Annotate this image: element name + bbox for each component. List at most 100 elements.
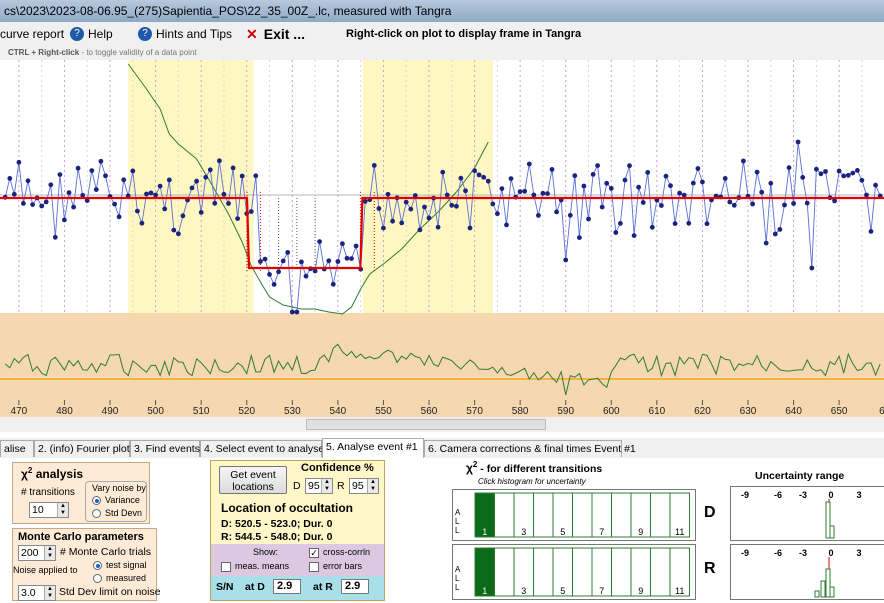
data-point[interactable] — [841, 173, 847, 179]
data-point[interactable] — [57, 172, 63, 177]
light-curve-plot[interactable]: 470 480 490 500 510 520 530 540 550 560 570 580 590 6… — [0, 60, 884, 417]
data-point[interactable] — [759, 189, 765, 195]
get-event-locations-button[interactable]: Get event locations — [219, 466, 287, 494]
data-point[interactable] — [239, 173, 245, 179]
histogram-r[interactable]: A L L 1 3 5 7 9 11 — [452, 544, 696, 600]
tab-fourier[interactable]: 2. (info) Fourier plot — [34, 440, 130, 457]
data-point[interactable] — [153, 192, 159, 198]
data-point[interactable] — [280, 258, 286, 264]
data-point[interactable] — [499, 186, 505, 191]
histogram-svg[interactable]: 1 3 5 7 9 11 — [453, 490, 695, 540]
data-point[interactable] — [7, 176, 13, 181]
data-point[interactable] — [303, 273, 309, 279]
data-point[interactable] — [864, 192, 869, 198]
data-point[interactable] — [71, 204, 76, 210]
data-point[interactable] — [285, 250, 291, 255]
data-point[interactable] — [148, 190, 154, 196]
data-point[interactable] — [777, 227, 783, 232]
data-point[interactable] — [672, 221, 678, 227]
data-point[interactable] — [522, 188, 528, 194]
data-point[interactable] — [162, 206, 168, 212]
data-point[interactable] — [549, 167, 555, 172]
tab-find-events[interactable]: 3. Find events — [130, 440, 200, 457]
data-point[interactable] — [495, 211, 500, 217]
data-point[interactable] — [25, 178, 31, 184]
data-point[interactable] — [567, 212, 573, 218]
data-point[interactable] — [103, 173, 108, 179]
data-point[interactable] — [636, 184, 641, 190]
std-devn-radio[interactable] — [92, 509, 101, 518]
data-point[interactable] — [855, 168, 860, 173]
data-point[interactable] — [695, 166, 701, 171]
curve-report-menu[interactable]: curve report — [0, 27, 64, 41]
data-point[interactable] — [540, 190, 546, 196]
data-point[interactable] — [62, 217, 67, 223]
data-point[interactable] — [768, 180, 774, 186]
data-point[interactable] — [563, 257, 569, 263]
data-point[interactable] — [604, 180, 610, 186]
data-point[interactable] — [754, 169, 760, 175]
hints-menu[interactable]: ? Hints and Tips — [138, 27, 232, 41]
measured-radio[interactable] — [93, 574, 102, 583]
data-point[interactable] — [595, 163, 600, 168]
data-point[interactable] — [66, 190, 72, 196]
data-point[interactable] — [531, 192, 537, 198]
tab-select-event[interactable]: 4. Select event to analyse — [200, 440, 324, 457]
data-point[interactable] — [89, 168, 95, 173]
histogram-svg[interactable]: 1 3 5 7 9 11 — [453, 545, 695, 599]
data-point[interactable] — [39, 203, 45, 209]
data-point[interactable] — [399, 220, 405, 226]
data-point[interactable] — [48, 182, 54, 188]
data-point[interactable] — [98, 158, 104, 164]
data-point[interactable] — [80, 192, 86, 198]
data-point[interactable] — [631, 233, 637, 239]
data-point[interactable] — [873, 182, 878, 188]
data-point[interactable] — [435, 224, 441, 230]
data-point[interactable] — [11, 191, 17, 197]
spin-arrows-icon[interactable]: ▲ ▼ — [321, 479, 332, 493]
data-point[interactable] — [490, 201, 496, 207]
data-point[interactable] — [472, 168, 477, 174]
data-point[interactable] — [859, 177, 865, 183]
data-point[interactable] — [590, 172, 596, 177]
data-point[interactable] — [627, 163, 632, 169]
data-point[interactable] — [868, 229, 874, 234]
data-point[interactable] — [504, 222, 509, 228]
data-point[interactable] — [700, 179, 705, 185]
data-point[interactable] — [221, 191, 227, 197]
data-point[interactable] — [554, 209, 559, 215]
data-point[interactable] — [217, 158, 222, 164]
data-point[interactable] — [536, 213, 541, 218]
data-point[interactable] — [449, 202, 455, 208]
spin-arrows-icon[interactable]: ▲ ▼ — [44, 546, 55, 560]
data-point[interactable] — [330, 281, 336, 287]
data-point[interactable] — [845, 172, 851, 178]
data-point[interactable] — [198, 210, 204, 215]
data-point[interactable] — [467, 225, 473, 231]
data-point[interactable] — [681, 192, 687, 198]
data-point[interactable] — [645, 170, 651, 175]
conf-d-stepper[interactable]: 95 ▲ ▼ — [305, 478, 333, 494]
data-point[interactable] — [677, 190, 682, 196]
data-point[interactable] — [381, 225, 386, 231]
data-point[interactable] — [545, 191, 550, 197]
histogram-d[interactable]: A L L 1 3 5 7 9 11 — [452, 489, 696, 541]
data-point[interactable] — [317, 239, 322, 245]
data-point[interactable] — [750, 201, 755, 207]
data-point[interactable] — [116, 214, 122, 220]
data-point[interactable] — [130, 168, 136, 174]
data-point[interactable] — [144, 191, 149, 197]
data-point[interactable] — [135, 208, 140, 214]
data-point[interactable] — [836, 168, 842, 174]
data-point[interactable] — [786, 165, 792, 171]
data-point[interactable] — [267, 272, 272, 277]
data-point[interactable] — [444, 192, 450, 198]
data-point[interactable] — [649, 224, 655, 230]
meas-means-checkbox[interactable] — [221, 562, 231, 572]
data-point[interactable] — [804, 200, 810, 206]
data-point[interactable] — [640, 200, 646, 205]
data-point[interactable] — [21, 201, 26, 206]
data-point[interactable] — [52, 234, 58, 240]
scrollbar-thumb[interactable] — [306, 419, 546, 430]
data-point[interactable] — [832, 198, 837, 204]
